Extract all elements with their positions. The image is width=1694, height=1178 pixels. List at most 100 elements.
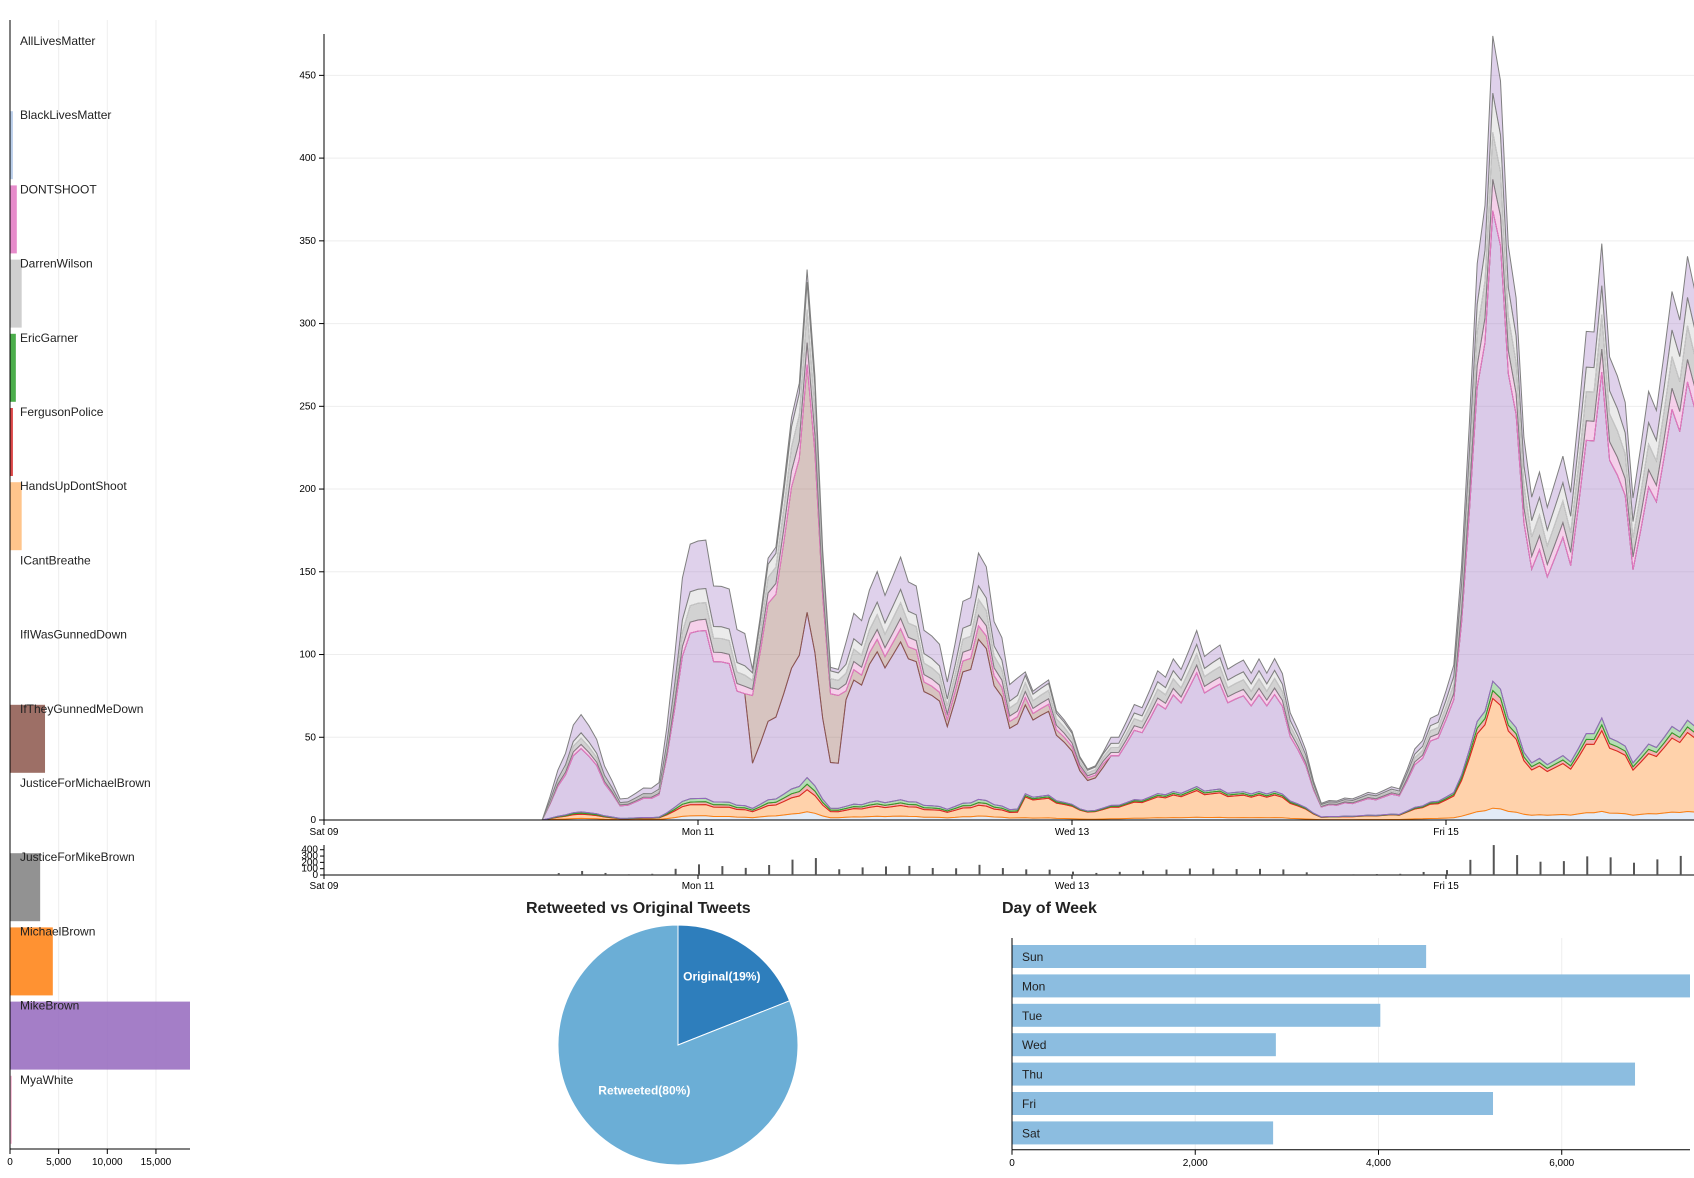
hashtag-bar [10, 333, 16, 402]
dow-chart-svg: Sun Mon Tue Wed Thu Fri Sat 0 2,000 4,000 6,000 [1009, 938, 1690, 1169]
dow-bar-label: Thu [1022, 1068, 1043, 1082]
brush-bar [768, 865, 771, 875]
hashtag-label: AllLivesMatter [20, 34, 95, 48]
hashtag-label: EricGarner [20, 331, 78, 345]
hashtag-label: IfIWasGunnedDown [20, 628, 127, 642]
brush-bar [1539, 861, 1542, 875]
dow-bar [1012, 974, 1690, 998]
brush-bar [1001, 868, 1004, 875]
brush-bar [651, 873, 654, 875]
brush-bar [861, 867, 864, 875]
brush-bar [557, 873, 560, 875]
dow-x-tick-label: 6,000 [1549, 1158, 1574, 1169]
timeline-y-tick-label: 450 [299, 70, 316, 81]
brush-x-tick-label: Sat 09 [310, 881, 339, 892]
hashtag-label: JusticeForMikeBrown [20, 850, 135, 864]
timeline-x-tick-label: Mon 11 [682, 827, 715, 838]
hashtag-label: FergusonPolice [20, 405, 104, 419]
brush-bar [931, 867, 934, 875]
dow-bar [1012, 1121, 1274, 1145]
brush-bar [978, 864, 981, 875]
dow-bar [1012, 1003, 1381, 1027]
dow-x-tick-label: 2,000 [1183, 1158, 1208, 1169]
brush-bar [1633, 862, 1635, 875]
brush-x-tick-label: Wed 13 [1055, 881, 1090, 892]
hashtag-label: IfTheyGunnedMeDown [20, 702, 143, 716]
timeline-x-tick-label: Sat 09 [310, 827, 339, 838]
pie-slice [677, 924, 791, 1046]
dow-x-tick-label: 0 [1009, 1158, 1015, 1169]
hashtag-bar [10, 704, 46, 773]
dow-bar [1012, 1092, 1494, 1115]
timeline-y-tick-label: 250 [299, 401, 316, 412]
dow-bar-label: Fri [1022, 1097, 1036, 1111]
timeline-x-tick-label: Fri 15 [1433, 827, 1459, 838]
hashtag-label: BlackLivesMatter [20, 108, 111, 122]
brush-bar [1188, 868, 1191, 875]
timeline-y-tick-label: 50 [305, 732, 317, 743]
hashtag-bar-chart-svg: AllLivesMatter BlackLivesMatter DONTSHOOT D… [7, 20, 190, 1168]
brush-bar [908, 865, 911, 875]
timeline-x-tick-label: Wed 13 [1055, 827, 1090, 838]
brush-x-tick-label: Mon 11 [682, 881, 715, 892]
pie-slice-label: Original(19%) [683, 970, 760, 984]
hashtag-x-tick-label: 5,000 [46, 1157, 71, 1168]
brush-y-tick-label: 200 [301, 857, 318, 868]
hashtag-x-tick-label: 0 [7, 1157, 13, 1168]
hashtag-label: MikeBrown [20, 999, 79, 1013]
timeline-y-tick-label: 300 [299, 319, 316, 330]
brush-bar [791, 859, 794, 875]
brush-bar [1562, 861, 1565, 875]
brush-bar [1352, 874, 1355, 875]
brush-bar [838, 869, 841, 875]
dow-bar [1012, 945, 1427, 968]
brush-bar [885, 866, 887, 875]
brush-bar [1446, 870, 1448, 875]
brush-bar [1212, 868, 1215, 875]
day-of-week-chart: Day of Week Sun Mon Tue Wed Thu Fri Sat 0 2,000 4… [990, 900, 1694, 1173]
hashtag-label: JusticeForMichaelBrown [20, 776, 151, 790]
timeline-y-tick-label: 100 [299, 650, 316, 661]
hashtag-label: DONTSHOOT [20, 182, 97, 196]
brush-bar [1235, 869, 1238, 875]
brush-y-tick-label: 0 [312, 870, 318, 881]
brush-bar [1305, 872, 1308, 875]
brush-bar [1142, 870, 1145, 875]
retweet-pie-chart: Retweeted vs Original Tweets Original(19… [520, 900, 820, 1173]
timeline-area-remainder [324, 35, 1694, 821]
timeline-chart-svg: 0 50 100 150 200 250 300 350 400 450 Sat 09 Mon 11 W… [299, 34, 1694, 892]
brush-bar [1025, 869, 1028, 875]
timeline-y-tick-label: 400 [299, 153, 316, 164]
hashtag-x-tick-label: 10,000 [92, 1157, 123, 1168]
brush-y-tick-label: 300 [301, 851, 318, 862]
dow-bar-label: Mon [1022, 979, 1045, 993]
brush-bar [581, 870, 584, 875]
hashtag-bar [10, 1075, 12, 1144]
brush-bar [674, 868, 677, 875]
hashtag-bar [10, 259, 22, 328]
timeline-y-tick-label: 350 [299, 236, 316, 247]
brush-bar [1422, 871, 1425, 875]
hashtag-label: HandsUpDontShoot [20, 479, 127, 493]
brush-bar [1165, 869, 1168, 875]
brush-x-tick-label: Fri 15 [1433, 881, 1459, 892]
brush-bar [627, 874, 630, 875]
hashtag-bar [10, 853, 41, 922]
brush-bar [1656, 859, 1659, 875]
brush-bar [1609, 857, 1612, 875]
dow-bar-label: Wed [1022, 1038, 1046, 1052]
brush-bar [1259, 868, 1261, 875]
brush-bar [814, 858, 817, 875]
hashtag-x-tick-label: 15,000 [141, 1157, 172, 1168]
hashtag-bar-chart: AllLivesMatter BlackLivesMatter DONTSHOOT D… [0, 0, 270, 1173]
hashtag-bar [10, 111, 13, 180]
dow-bar-label: Sat [1022, 1126, 1041, 1140]
brush-bar [744, 867, 747, 875]
pie-slice [557, 924, 799, 1166]
pie-chart-title: Retweeted vs Original Tweets [526, 900, 751, 917]
hashtag-label: MichaelBrown [20, 924, 95, 938]
hashtag-bar [10, 185, 17, 254]
brush-bar [721, 866, 724, 875]
brush-bar [955, 868, 958, 875]
brush-bar [1282, 869, 1285, 875]
